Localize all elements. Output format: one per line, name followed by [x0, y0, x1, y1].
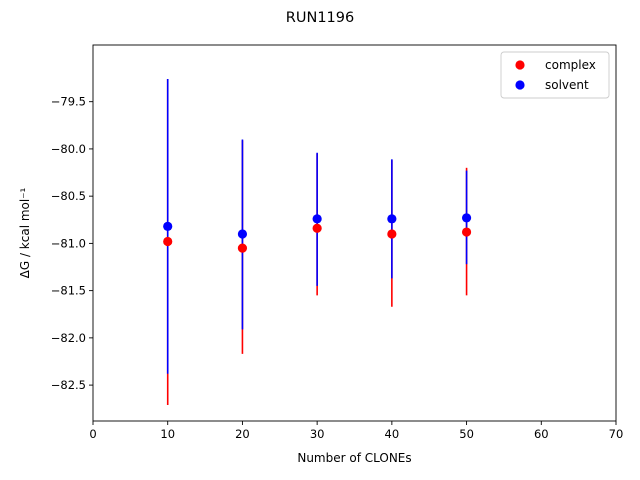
- chart-title: RUN1196: [286, 10, 354, 26]
- solvent-legend-marker: [515, 80, 525, 90]
- y-tick-label: −79.5: [51, 95, 86, 109]
- solvent-legend-label: solvent: [545, 78, 589, 92]
- markers: [163, 213, 472, 253]
- error-bars: [166, 79, 468, 405]
- solvent-point: [312, 214, 322, 224]
- y-tick-label: −81.0: [51, 236, 86, 250]
- complex-point: [237, 243, 248, 253]
- complex-point: [163, 236, 173, 247]
- x-axis: 0 10 20 30 40 50 60 70: [89, 421, 623, 441]
- x-axis-label: Number of CLONEs: [297, 451, 411, 465]
- y-tick-label: −82.5: [51, 378, 86, 392]
- y-tick-label: −82.0: [51, 331, 86, 345]
- complex-legend-marker: [515, 60, 525, 70]
- legend-frame: [500, 51, 610, 99]
- y-tick-label: −80.0: [51, 142, 86, 156]
- x-tick-label: 70: [609, 427, 624, 441]
- solvent-point: [387, 214, 397, 224]
- y-tick-label: −81.5: [51, 284, 86, 298]
- x-tick-label: 20: [235, 427, 250, 441]
- x-tick-label: 50: [459, 427, 474, 441]
- complex-point: [461, 227, 472, 237]
- plot-area-frame: [92, 44, 617, 422]
- y-axis-label: ΔG / kcal mol⁻¹: [18, 187, 32, 278]
- x-tick-label: 40: [385, 427, 400, 441]
- solvent-point: [163, 221, 173, 231]
- y-axis: −79.5 −80.0 −80.5 −81.0 −81.5 −82.0 −82.5: [51, 95, 93, 392]
- complex-point: [312, 223, 322, 233]
- x-tick-label: 0: [89, 427, 96, 441]
- x-tick-label: 30: [310, 427, 325, 441]
- complex-legend-label: complex: [545, 58, 596, 72]
- x-tick-label: 10: [160, 427, 175, 441]
- legend: complex solvent: [500, 51, 610, 99]
- x-tick-label: 60: [534, 427, 549, 441]
- y-tick-label: −80.5: [51, 189, 86, 203]
- solvent-point: [237, 229, 248, 239]
- solvent-point: [461, 213, 472, 223]
- complex-point: [387, 229, 397, 239]
